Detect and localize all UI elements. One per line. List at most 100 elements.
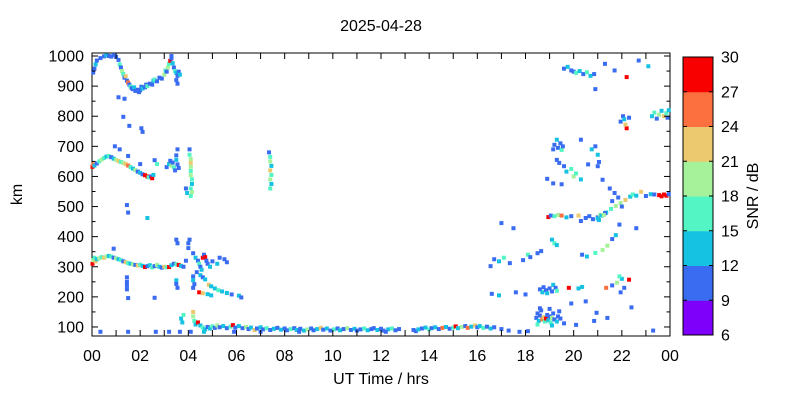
data-point (648, 192, 653, 197)
data-point (413, 329, 418, 334)
data-point (602, 61, 607, 66)
data-point (215, 261, 220, 266)
data-point (562, 164, 567, 169)
data-point (472, 323, 477, 328)
data-point (338, 328, 343, 333)
data-point (203, 255, 208, 260)
data-point (546, 318, 551, 323)
data-point (397, 327, 402, 332)
data-point (436, 327, 441, 332)
data-point (168, 58, 173, 63)
data-point (132, 85, 137, 90)
data-point (201, 329, 206, 334)
data-point (557, 160, 562, 165)
data-point (135, 263, 140, 268)
data-point (623, 122, 628, 127)
data-point (169, 263, 174, 268)
data-point (174, 78, 179, 83)
data-point (195, 258, 200, 263)
data-point (197, 261, 202, 266)
data-point (622, 117, 627, 122)
data-point (191, 251, 196, 256)
data-point (204, 258, 209, 263)
data-point (230, 323, 235, 328)
data-point (124, 283, 129, 288)
data-point (569, 166, 574, 171)
data-point (584, 70, 589, 75)
data-point (220, 289, 225, 294)
data-point (174, 278, 179, 283)
data-point (188, 186, 193, 191)
y-tick-label: 600 (57, 169, 84, 186)
data-point (150, 176, 155, 181)
data-point (634, 193, 639, 198)
data-point (547, 306, 552, 311)
data-point (551, 147, 556, 152)
data-point (91, 258, 96, 263)
data-point (574, 70, 579, 75)
data-point (517, 329, 522, 334)
data-point (175, 241, 180, 246)
data-point (621, 114, 626, 119)
data-point (198, 264, 203, 269)
colorbar-tick-label: 12 (721, 258, 739, 275)
data-point (192, 318, 197, 323)
data-point (588, 73, 593, 78)
data-point (525, 252, 530, 257)
data-point (525, 329, 530, 334)
data-point (564, 215, 569, 220)
data-point (138, 162, 143, 167)
data-point (539, 249, 544, 254)
data-point (181, 312, 186, 317)
data-point (159, 76, 164, 81)
data-point (571, 174, 576, 179)
data-point (569, 301, 574, 306)
data-point (116, 257, 121, 262)
data-point (547, 286, 552, 291)
data-point (576, 213, 581, 218)
data-point (664, 193, 669, 198)
data-point (548, 320, 553, 325)
data-point (188, 194, 193, 199)
data-point (605, 243, 610, 248)
colorbar-tick-label: 15 (721, 223, 739, 240)
data-point (652, 110, 657, 115)
data-point (309, 326, 314, 331)
data-point (580, 284, 585, 289)
data-point (552, 317, 557, 322)
chart-title: 2025-04-28 (340, 18, 422, 35)
data-point (90, 261, 95, 266)
data-point (171, 65, 176, 70)
data-point (543, 288, 548, 293)
data-point (511, 226, 516, 231)
data-point (459, 324, 464, 329)
data-point (188, 169, 193, 174)
x-tick-label: 20 (565, 348, 583, 365)
data-point (109, 54, 114, 59)
data-point (118, 258, 123, 263)
data-point (126, 163, 131, 168)
data-point (352, 326, 357, 331)
data-point (521, 258, 526, 263)
plot-border (91, 52, 671, 337)
data-point (258, 325, 263, 330)
data-point (121, 114, 126, 119)
data-point (254, 326, 259, 331)
data-point (311, 328, 316, 333)
data-point (365, 328, 370, 333)
data-point (332, 327, 337, 332)
data-point (583, 215, 588, 220)
data-point (586, 162, 591, 167)
data-point (116, 57, 121, 62)
data-point (186, 246, 191, 251)
data-point (617, 222, 622, 227)
data-point (145, 264, 150, 269)
data-point (268, 186, 273, 191)
data-point (477, 324, 482, 329)
data-point (506, 328, 511, 333)
data-point (176, 69, 181, 74)
data-point (592, 318, 597, 323)
data-point (155, 262, 160, 267)
data-point (554, 288, 559, 293)
data-point (348, 327, 353, 332)
